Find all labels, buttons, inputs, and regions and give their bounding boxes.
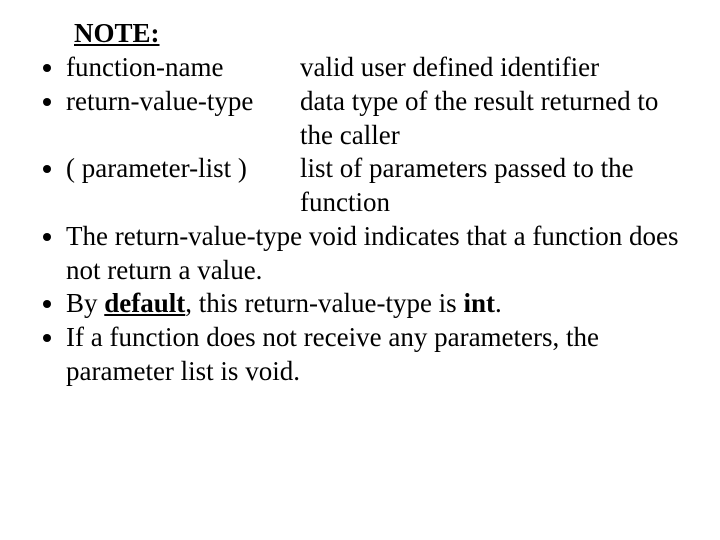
bullet-text-post: .: [495, 288, 502, 318]
bullet-text-int: int: [463, 288, 495, 318]
list-item: ( parameter-list ) list of parameters pa…: [66, 152, 682, 220]
bullet-text-default: default: [104, 288, 185, 318]
desc-text: valid user defined identifier: [300, 51, 682, 85]
bullet-text-pre: By: [66, 288, 104, 318]
slide-content: NOTE: function-name valid user defined i…: [0, 0, 720, 389]
list-item: function-name valid user defined identif…: [66, 51, 682, 85]
desc-text: list of parameters passed to the functio…: [300, 152, 682, 220]
list-item: If a function does not receive any param…: [66, 321, 682, 389]
desc-text: data type of the result returned to the …: [300, 85, 682, 153]
bullet-text: The return-value-type void indicates tha…: [66, 221, 679, 285]
list-item: By default, this return-value-type is in…: [66, 287, 682, 321]
term-text: function-name: [66, 51, 300, 85]
bullet-text: If a function does not receive any param…: [66, 322, 599, 386]
bullet-list: function-name valid user defined identif…: [38, 51, 682, 389]
list-item: The return-value-type void indicates tha…: [66, 220, 682, 288]
list-item: return-value-type data type of the resul…: [66, 85, 682, 153]
term-text: ( parameter-list ): [66, 152, 300, 220]
note-header: NOTE:: [74, 18, 682, 49]
bullet-text-mid: , this return-value-type is: [185, 288, 463, 318]
term-text: return-value-type: [66, 85, 300, 153]
